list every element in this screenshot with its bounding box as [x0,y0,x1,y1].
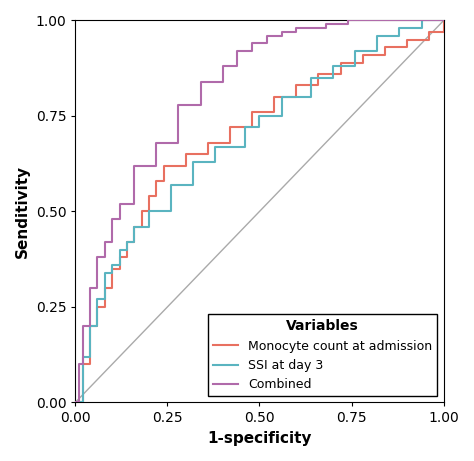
Legend: Monocyte count at admission, SSI at day 3, Combined: Monocyte count at admission, SSI at day … [208,314,438,396]
X-axis label: 1-specificity: 1-specificity [207,431,312,446]
Y-axis label: Senditivity: Senditivity [15,165,30,258]
